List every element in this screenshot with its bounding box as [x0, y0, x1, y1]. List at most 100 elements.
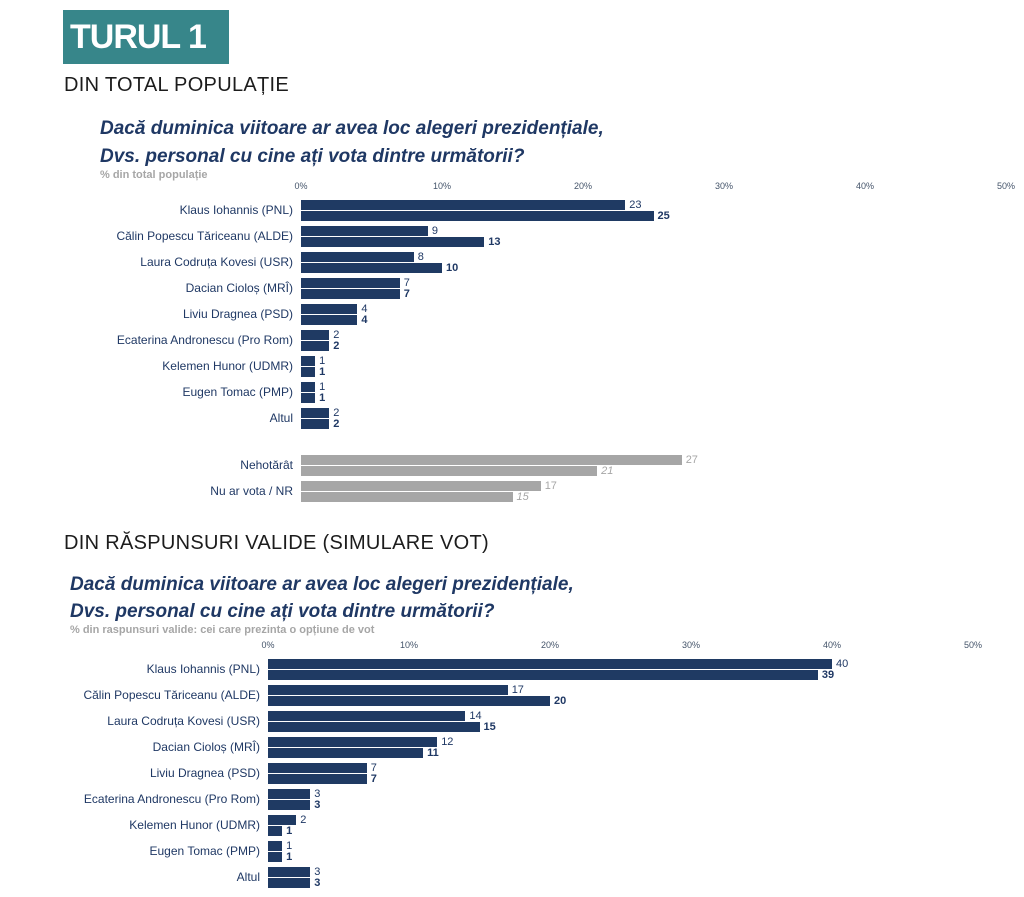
bar-upper — [301, 481, 541, 491]
value-label: 20 — [554, 695, 567, 707]
bar-upper — [301, 356, 316, 366]
category-label: Altul — [236, 870, 260, 884]
value-label: 3 — [314, 788, 321, 800]
bar-lower — [268, 748, 424, 758]
category-label: Altul — [269, 411, 293, 425]
value-label: 4 — [361, 314, 368, 326]
bar-lower — [268, 722, 480, 732]
bar-lower — [268, 878, 311, 888]
value-label: 8 — [417, 251, 424, 263]
bar-lower — [268, 696, 550, 706]
bar-lower — [268, 852, 283, 862]
x-axis-tick: 0% — [294, 181, 308, 191]
value-label: 39 — [821, 669, 835, 681]
value-label: 1 — [286, 825, 293, 837]
bar-upper — [268, 789, 311, 799]
value-label: 15 — [483, 721, 496, 733]
category-label: Laura Codruța Kovesi (USR) — [140, 255, 293, 269]
chart-row: Liviu Dragnea (PSD) 4 4 — [0, 304, 1024, 326]
chart-row: Ecaterina Andronescu (Pro Rom) 3 3 — [0, 788, 1024, 811]
bar-lower — [301, 289, 400, 299]
bar-lower — [301, 211, 654, 221]
x-axis-tick: 50% — [963, 640, 982, 650]
section-heading-valid-responses: DIN RĂSPUNSURI VALIDE (SIMULARE VOT) — [64, 532, 489, 554]
chart-row: Nu ar vota / NR 17 15 — [0, 481, 1024, 503]
chart-row: Klaus Iohannis (PNL) 40 39 — [0, 658, 1024, 681]
bar-lower — [301, 393, 316, 403]
category-label: Călin Popescu Tăriceanu (ALDE) — [83, 688, 260, 702]
value-label: 1 — [286, 851, 293, 863]
value-label: 40 — [836, 658, 849, 670]
chart-valid-responses: 0% 10% 20% 30% 40% 50% Klaus Iohannis (PNL) 40 3… — [0, 638, 1024, 894]
x-axis-tick: 40% — [822, 640, 841, 650]
chart-row: Laura Codruța Kovesi (USR) 8 10 — [0, 251, 1024, 274]
bar-upper — [301, 200, 626, 210]
value-label: 7 — [403, 288, 410, 300]
x-axis-tick: 40% — [855, 181, 874, 191]
value-label: 21 — [601, 465, 614, 477]
bar-upper — [268, 737, 438, 747]
bar-upper — [301, 408, 330, 418]
category-label: Ecaterina Andronescu (Pro Rom) — [83, 792, 260, 806]
bar-upper — [301, 226, 428, 236]
category-label: Ecaterina Andronescu (Pro Rom) — [116, 333, 293, 347]
chart-row: Dacian Cioloș (MRÎ) 12 11 — [0, 737, 1024, 759]
survey-question-line1: Dacă duminica viitoare ar avea loc alege… — [100, 118, 604, 139]
sample-note-valid-responses: % din raspunsuri valide: cei care prezin… — [70, 624, 375, 636]
value-label: 25 — [657, 210, 670, 222]
value-label: 2 — [300, 814, 307, 826]
survey-question-line1-valid: Dacă duminica viitoare ar avea loc alege… — [70, 574, 574, 595]
value-label: 7 — [370, 773, 377, 785]
value-label: 1 — [319, 355, 326, 367]
bar-upper — [301, 330, 330, 340]
value-label: 1 — [319, 392, 326, 404]
chart-row: Eugen Tomac (PMP) 1 1 — [0, 840, 1024, 863]
survey-question-line2: Dvs. personal cu cine ați vota dintre ur… — [100, 146, 525, 167]
category-label: Laura Codruța Kovesi (USR) — [107, 714, 260, 728]
value-label: 13 — [488, 236, 501, 248]
x-axis-tick: 20% — [540, 640, 559, 650]
bar-lower — [301, 237, 485, 247]
category-label: Kelemen Hunor (UDMR) — [162, 359, 293, 373]
value-label: 11 — [427, 747, 439, 759]
bar-lower — [301, 367, 316, 377]
section-heading-total-population: DIN TOTAL POPULAȚIE — [64, 74, 290, 96]
bar-upper — [301, 278, 400, 288]
round-banner: TURUL 1 — [63, 10, 229, 64]
bar-lower — [301, 263, 442, 273]
bar-lower — [301, 492, 513, 502]
value-label: 7 — [403, 277, 410, 289]
chart-row: Eugen Tomac (PMP) 1 1 — [0, 381, 1024, 404]
value-label: 3 — [314, 866, 321, 878]
chart-row: Kelemen Hunor (UDMR) 2 1 — [0, 814, 1024, 837]
category-label: Kelemen Hunor (UDMR) — [129, 818, 260, 832]
chart-row: Dacian Cioloș (MRÎ) 7 7 — [0, 277, 1024, 300]
category-label: Dacian Cioloș (MRÎ) — [185, 281, 293, 295]
value-label: 3 — [314, 877, 321, 889]
category-label: Eugen Tomac (PMP) — [149, 844, 261, 858]
x-axis-tick: 10% — [432, 181, 451, 191]
chart-row: Liviu Dragnea (PSD) 7 7 — [0, 763, 1024, 785]
chart-row: Ecaterina Andronescu (Pro Rom) 2 2 — [0, 330, 1024, 352]
bar-upper — [268, 763, 367, 773]
chart-row: Laura Codruța Kovesi (USR) 14 15 — [0, 710, 1024, 733]
category-label: Nu ar vota / NR — [210, 484, 293, 498]
chart-total-population: 0% 10% 20% 30% 40% 50% Klaus Iohannis (PNL) 23 2… — [0, 178, 1024, 508]
value-label: 23 — [629, 199, 642, 211]
value-label: 1 — [286, 840, 293, 852]
value-label: 17 — [511, 684, 524, 696]
bar-lower — [268, 800, 311, 810]
value-label: 1 — [319, 381, 326, 393]
x-axis-tick: 0% — [261, 640, 275, 650]
value-label: 9 — [431, 225, 439, 237]
chart-row: Klaus Iohannis (PNL) 23 25 — [0, 199, 1024, 222]
category-label: Dacian Cioloș (MRÎ) — [152, 740, 260, 754]
value-label: 14 — [469, 710, 482, 722]
category-label: Eugen Tomac (PMP) — [182, 385, 294, 399]
x-axis-tick: 10% — [399, 640, 418, 650]
x-axis-tick: 50% — [996, 181, 1015, 191]
bar-upper — [268, 841, 283, 851]
bar-upper — [301, 304, 358, 314]
bar-upper — [301, 455, 682, 465]
value-label: 15 — [516, 491, 529, 503]
